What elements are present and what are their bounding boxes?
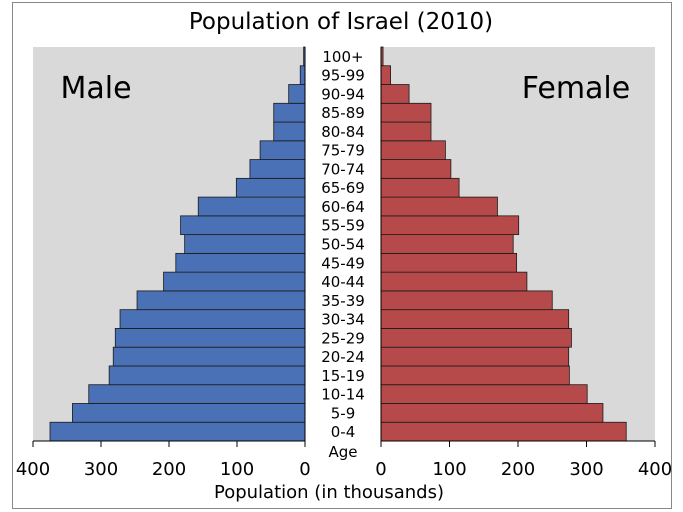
male-bar-10-14 [88,384,306,404]
female-bar-90-94 [380,84,410,104]
male-bar-90-94 [288,84,306,104]
male-bar-65-69 [235,177,306,198]
x-axis-title: Population (in thousands) [214,482,444,503]
male-bar-5-9 [72,403,306,423]
female-bar-20-24 [380,346,570,367]
age-label-80-84: 80-84 [321,123,365,141]
male-bar-25-29 [114,328,306,348]
age-group-labels: 0-45-910-1415-1920-2425-2930-3435-3940-4… [321,48,365,441]
age-label-10-14: 10-14 [321,386,365,404]
age-label-55-59: 55-59 [321,217,365,235]
female-bar-0-4 [380,421,627,442]
female-bar-5-9 [380,403,604,423]
male-bar-95-99 [299,65,306,85]
male-bar-70-74 [249,159,306,179]
male-bar-15-19 [108,365,306,386]
male-tick-label-200: 200 [152,459,186,480]
male-bar-0-4 [49,421,306,442]
female-bar-10-14 [380,384,588,404]
age-label-0-4: 0-4 [331,423,356,441]
male-label: Male [60,71,131,106]
age-label-60-64: 60-64 [321,198,365,216]
age-label-90-94: 90-94 [321,85,365,103]
female-bar-35-39 [380,290,553,311]
male-bar-45-49 [175,252,306,273]
female-tick-label-100: 100 [432,459,466,480]
female-bar-30-34 [380,309,570,329]
male-bar-55-59 [180,215,306,236]
age-label-65-69: 65-69 [321,179,365,197]
female-bar-15-19 [380,365,570,386]
male-bar-85-89 [273,102,306,123]
male-tick-label-400: 400 [16,459,50,480]
age-axis-label: Age [328,443,357,461]
male-bar-75-79 [259,140,306,160]
female-bar-70-74 [380,159,452,179]
female-bar-25-29 [380,328,572,348]
female-bar-50-54 [380,234,514,254]
female-tick-label-400: 400 [638,459,672,480]
male-bars [49,46,306,442]
female-bars [380,46,627,442]
female-bar-60-64 [380,196,498,217]
age-label-50-54: 50-54 [321,236,365,254]
age-label-45-49: 45-49 [321,254,365,272]
female-bar-80-84 [380,121,432,142]
female-label: Female [522,71,630,106]
age-label-85-89: 85-89 [321,104,365,122]
male-tick-label-100: 100 [220,459,254,480]
age-label-20-24: 20-24 [321,348,365,366]
male-bar-40-44 [163,271,306,292]
female-bar-65-69 [380,177,460,198]
female-tick-label-0: 0 [375,459,386,480]
age-label-5-9: 5-9 [331,404,356,422]
female-bar-55-59 [380,215,520,236]
age-label-40-44: 40-44 [321,273,365,291]
male-bar-20-24 [112,346,306,367]
age-label-30-34: 30-34 [321,311,365,329]
female-tick-label-200: 200 [501,459,535,480]
female-bar-95-99 [380,65,391,85]
age-label-15-19: 15-19 [321,367,365,385]
age-label-100+: 100+ [322,48,363,66]
female-bar-75-79 [380,140,446,160]
male-bar-80-84 [273,121,306,142]
female-bar-40-44 [380,271,528,292]
male-bar-30-34 [119,309,306,329]
age-label-35-39: 35-39 [321,292,365,310]
female-bar-85-89 [380,102,432,123]
male-tick-label-300: 300 [84,459,118,480]
age-label-25-29: 25-29 [321,329,365,347]
age-label-75-79: 75-79 [321,142,365,160]
chart-title: Population of Israel (2010) [189,9,493,35]
male-bar-60-64 [197,196,306,217]
male-tick-label-0: 0 [299,459,310,480]
female-bar-45-49 [380,252,518,273]
female-tick-label-300: 300 [569,459,603,480]
male-bar-50-54 [184,234,306,254]
male-bar-35-39 [136,290,306,311]
age-label-70-74: 70-74 [321,160,365,178]
age-label-95-99: 95-99 [321,67,365,85]
